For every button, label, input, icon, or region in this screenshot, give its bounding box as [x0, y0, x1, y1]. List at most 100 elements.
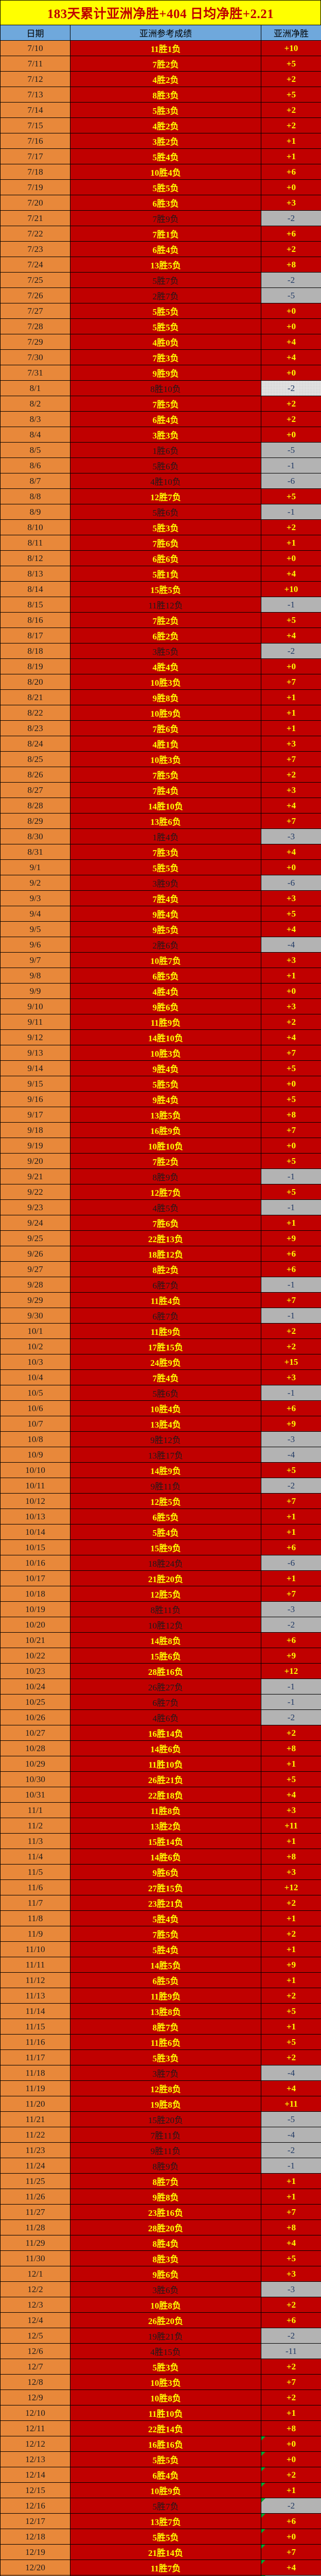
cell-record: 10胜8负	[70, 2389, 261, 2405]
cell-date: 11/14	[0, 2003, 70, 2019]
cell-date: 12/15	[0, 2482, 70, 2498]
cell-date: 12/8	[0, 2374, 70, 2390]
table-row: 8/5 1胜6负 -5	[0, 442, 321, 458]
table-row: 12/14 6胜4负 +2	[0, 2467, 321, 2483]
cell-date: 10/6	[0, 1400, 70, 1416]
cell-record: 19胜8负	[70, 2096, 261, 2112]
cell-record: 13胜6负	[70, 813, 261, 829]
cell-record: 5胜7负	[70, 272, 261, 288]
cell-date: 9/5	[0, 921, 70, 937]
cell-record: 8胜4负	[70, 2235, 261, 2251]
cell-record: 12胜8负	[70, 2080, 261, 2096]
cell-record: 5胜4负	[70, 1941, 261, 1957]
cell-record: 18胜12负	[70, 1246, 261, 1262]
cell-record: 10胜9负	[70, 705, 261, 721]
cell-record: 5胜6负	[70, 504, 261, 520]
table-row: 10/29 11胜10负 +1	[0, 1756, 321, 1772]
table-row: 9/28 6胜7负 -1	[0, 1277, 321, 1293]
cell-record: 11胜10负	[70, 2405, 261, 2421]
cell-record: 5胜1负	[70, 566, 261, 582]
cell-record: 9胜4负	[70, 906, 261, 922]
cell-record: 9胜11负	[70, 1478, 261, 1494]
table-row: 9/18 16胜9负 +7	[0, 1122, 321, 1138]
cell-record: 3胜2负	[70, 133, 261, 149]
cell-date: 10/26	[0, 1709, 70, 1725]
cell-date: 12/14	[0, 2467, 70, 2483]
cell-date: 7/26	[0, 287, 70, 303]
cell-record: 4胜2负	[70, 117, 261, 133]
table-row: 7/13 8胜3负 +5	[0, 87, 321, 103]
table-row: 11/19 12胜8负 +4	[0, 2080, 321, 2096]
table-row: 11/26 9胜8负 +1	[0, 2189, 321, 2205]
cell-date: 8/6	[0, 457, 70, 473]
cell-date: 12/18	[0, 2529, 70, 2545]
table-row: 9/13 10胜3负 +7	[0, 1045, 321, 1061]
cell-date: 8/21	[0, 689, 70, 705]
cell-record: 14胜6负	[70, 1740, 261, 1756]
cell-net: +8	[261, 2219, 321, 2235]
cell-date: 11/30	[0, 2250, 70, 2266]
cell-record: 15胜14负	[70, 1833, 261, 1849]
cell-record: 12胜7负	[70, 488, 261, 504]
cell-net: +2	[261, 2297, 321, 2313]
cell-net: -4	[261, 2065, 321, 2081]
cell-net: +6	[261, 164, 321, 180]
cell-net: +5	[261, 488, 321, 504]
cell-date: 12/2	[0, 2281, 70, 2297]
cell-date: 11/7	[0, 1895, 70, 1911]
table-row: 11/27 23胜16负 +7	[0, 2204, 321, 2220]
cell-net: +2	[261, 2359, 321, 2375]
cell-record: 6胜5负	[70, 1972, 261, 1988]
cell-record: 5胜7负	[70, 2498, 261, 2514]
page-title: 183天累计亚洲净胜+404 日均净胜+2.21	[47, 7, 274, 21]
cell-net: -2	[261, 210, 321, 226]
table-row: 10/19 8胜11负 -3	[0, 1601, 321, 1617]
cell-date: 10/25	[0, 1694, 70, 1710]
cell-record: 4胜4负	[70, 658, 261, 674]
cell-net: +2	[261, 396, 321, 412]
cell-net: +1	[261, 1910, 321, 1926]
cell-date: 8/30	[0, 828, 70, 844]
cell-record: 13胜2负	[70, 1818, 261, 1834]
table-row: 10/23 28胜16负 +12	[0, 1663, 321, 1679]
cell-net: -6	[261, 875, 321, 891]
table-row: 8/8 12胜7负 +5	[0, 488, 321, 504]
cell-record: 8胜9负	[70, 2158, 261, 2174]
table-row: 11/14 13胜8负 +5	[0, 2003, 321, 2019]
cell-date: 11/12	[0, 1972, 70, 1988]
cell-date: 8/10	[0, 519, 70, 535]
cell-date: 8/19	[0, 658, 70, 674]
cell-record: 9胜11负	[70, 2142, 261, 2158]
cell-record: 26胜21负	[70, 1771, 261, 1787]
cell-net: +2	[261, 71, 321, 87]
cell-record: 5胜5负	[70, 303, 261, 319]
cell-date: 9/16	[0, 1091, 70, 1107]
cell-net: +3	[261, 782, 321, 798]
cell-record: 9胜5负	[70, 921, 261, 937]
cell-record: 5胜4负	[70, 148, 261, 164]
cell-net: +0	[261, 179, 321, 195]
cell-net: +4	[261, 2560, 321, 2575]
table-row: 11/1 11胜8负 +3	[0, 1802, 321, 1818]
cell-net: +6	[261, 1632, 321, 1648]
cell-date: 8/20	[0, 674, 70, 690]
cell-date: 11/11	[0, 1957, 70, 1973]
cell-net: +5	[261, 906, 321, 922]
cell-net: +0	[261, 983, 321, 999]
cell-net: +2	[261, 2467, 321, 2483]
cell-net: -1	[261, 1694, 321, 1710]
table-row: 9/24 7胜6负 +1	[0, 1215, 321, 1231]
table-row: 8/11 7胜6负 +1	[0, 535, 321, 551]
cell-net: +9	[261, 1957, 321, 1973]
cell-date: 9/18	[0, 1122, 70, 1138]
cell-date: 10/4	[0, 1369, 70, 1385]
table-row: 11/9 7胜5负 +2	[0, 1926, 321, 1942]
table-row: 10/31 22胜18负 +4	[0, 1787, 321, 1803]
cell-net: +1	[261, 2019, 321, 2035]
cell-record: 23胜21负	[70, 1895, 261, 1911]
cell-date: 9/29	[0, 1292, 70, 1308]
table-row: 10/11 9胜11负 -2	[0, 1478, 321, 1494]
cell-date: 8/16	[0, 612, 70, 628]
table-row: 8/15 11胜12负 -1	[0, 597, 321, 613]
table-row: 8/31 7胜3负 +4	[0, 844, 321, 860]
